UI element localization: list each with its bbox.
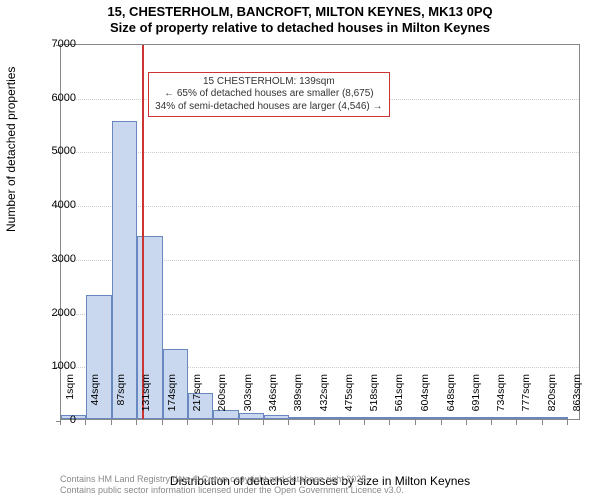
x-tick-label: 346sqm <box>267 374 279 424</box>
x-tick-label: 131sqm <box>140 374 152 424</box>
x-tick-label: 604sqm <box>419 374 431 424</box>
x-tick-mark <box>85 420 86 425</box>
reference-line <box>142 45 144 419</box>
x-tick-mark <box>187 420 188 425</box>
x-tick-mark <box>542 420 543 425</box>
y-tick-label: 7000 <box>42 38 76 50</box>
x-tick-mark <box>567 420 568 425</box>
plot-area: 15 CHESTERHOLM: 139sqm← 65% of detached … <box>60 44 580 420</box>
x-tick-label: 863sqm <box>571 374 583 424</box>
y-tick-label: 5000 <box>42 145 76 157</box>
x-tick-label: 734sqm <box>495 374 507 424</box>
y-tick-label: 1000 <box>42 360 76 372</box>
chart-title-block: 15, CHESTERHOLM, BANCROFT, MILTON KEYNES… <box>0 0 600 37</box>
x-tick-label: 87sqm <box>115 374 127 424</box>
x-tick-label: 475sqm <box>343 374 355 424</box>
footer-line1: Contains HM Land Registry data © Crown c… <box>60 474 404 485</box>
x-tick-mark <box>212 420 213 425</box>
x-tick-label: 777sqm <box>520 374 532 424</box>
annotation-line2: ← 65% of detached houses are smaller (8,… <box>155 88 382 101</box>
gridline <box>61 206 579 207</box>
x-tick-mark <box>516 420 517 425</box>
chart-footer: Contains HM Land Registry data © Crown c… <box>60 474 404 496</box>
x-tick-mark <box>111 420 112 425</box>
x-tick-mark <box>364 420 365 425</box>
chart-container: 15, CHESTERHOLM, BANCROFT, MILTON KEYNES… <box>0 0 600 500</box>
x-tick-mark <box>162 420 163 425</box>
x-tick-mark <box>288 420 289 425</box>
x-tick-mark <box>441 420 442 425</box>
y-tick-label: 3000 <box>42 253 76 265</box>
y-tick-label: 6000 <box>42 92 76 104</box>
y-tick-label: 4000 <box>42 199 76 211</box>
chart-title-line1: 15, CHESTERHOLM, BANCROFT, MILTON KEYNES… <box>0 4 600 20</box>
x-tick-label: 648sqm <box>445 374 457 424</box>
x-tick-mark <box>466 420 467 425</box>
x-tick-label: 217sqm <box>191 374 203 424</box>
annotation-line3: 34% of semi-detached houses are larger (… <box>155 101 382 114</box>
x-tick-mark <box>238 420 239 425</box>
plot-container: 15 CHESTERHOLM: 139sqm← 65% of detached … <box>60 44 580 420</box>
y-axis-label: Number of detached properties <box>4 67 18 232</box>
x-tick-label: 389sqm <box>292 374 304 424</box>
x-tick-mark <box>339 420 340 425</box>
y-tick-label: 0 <box>42 414 76 426</box>
x-tick-label: 174sqm <box>166 374 178 424</box>
x-tick-label: 260sqm <box>216 374 228 424</box>
x-tick-label: 303sqm <box>242 374 254 424</box>
x-tick-mark <box>389 420 390 425</box>
x-tick-mark <box>314 420 315 425</box>
x-tick-mark <box>136 420 137 425</box>
x-tick-label: 561sqm <box>393 374 405 424</box>
x-tick-label: 432sqm <box>318 374 330 424</box>
gridline <box>61 152 579 153</box>
x-tick-label: 691sqm <box>470 374 482 424</box>
annotation-line1: 15 CHESTERHOLM: 139sqm <box>155 76 382 89</box>
x-tick-label: 44sqm <box>89 374 101 424</box>
chart-title-line2: Size of property relative to detached ho… <box>0 20 600 36</box>
footer-line2: Contains public sector information licen… <box>60 485 404 496</box>
y-tick-label: 2000 <box>42 307 76 319</box>
x-tick-label: 518sqm <box>368 374 380 424</box>
x-tick-mark <box>415 420 416 425</box>
x-tick-mark <box>263 420 264 425</box>
annotation-box: 15 CHESTERHOLM: 139sqm← 65% of detached … <box>148 72 389 118</box>
x-tick-label: 820sqm <box>546 374 558 424</box>
x-tick-mark <box>491 420 492 425</box>
